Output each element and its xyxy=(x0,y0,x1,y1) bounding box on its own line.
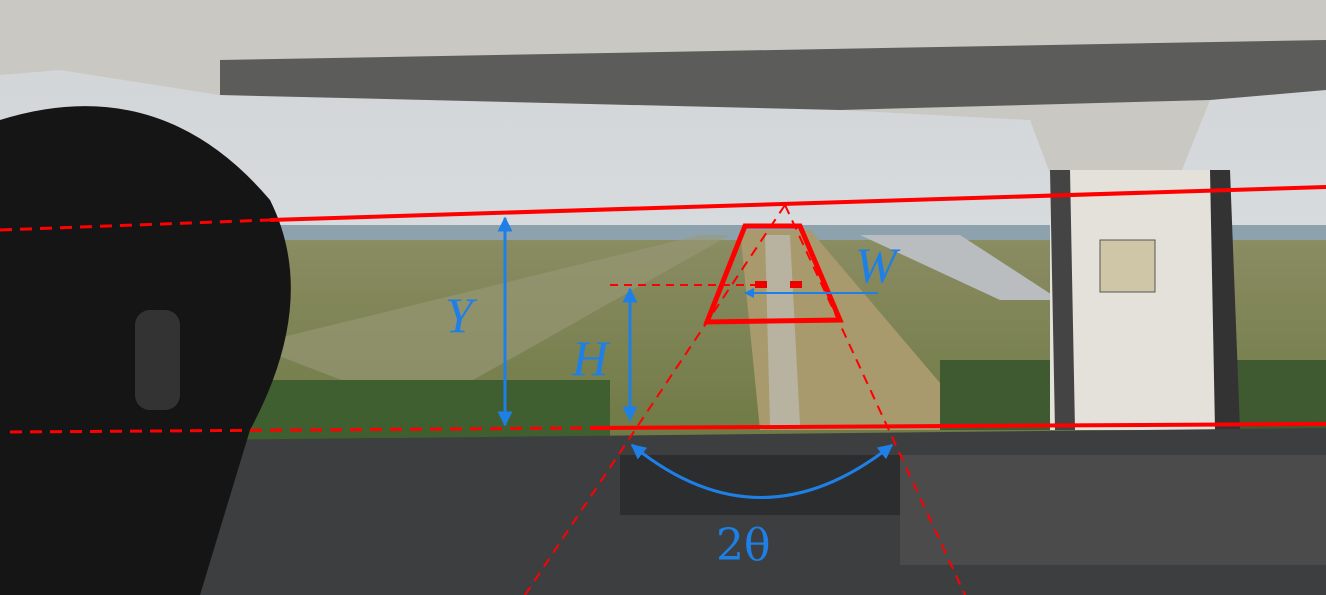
runway-mark xyxy=(755,281,767,288)
angle-label: 2θ xyxy=(716,520,770,571)
view-bottom-line xyxy=(589,422,1326,430)
horizon-line-dashed xyxy=(0,218,271,232)
runway-mark xyxy=(790,281,802,288)
fov-right-line xyxy=(784,204,966,595)
view-bottom-line-dashed xyxy=(9,426,591,434)
runway-trapezoid xyxy=(703,223,844,325)
w-label: W xyxy=(855,237,901,293)
horizon-line xyxy=(269,185,1326,222)
angle-arc xyxy=(630,443,894,499)
y-label: Y xyxy=(445,287,478,343)
annotations xyxy=(0,185,1326,595)
h-label: H xyxy=(571,330,611,386)
